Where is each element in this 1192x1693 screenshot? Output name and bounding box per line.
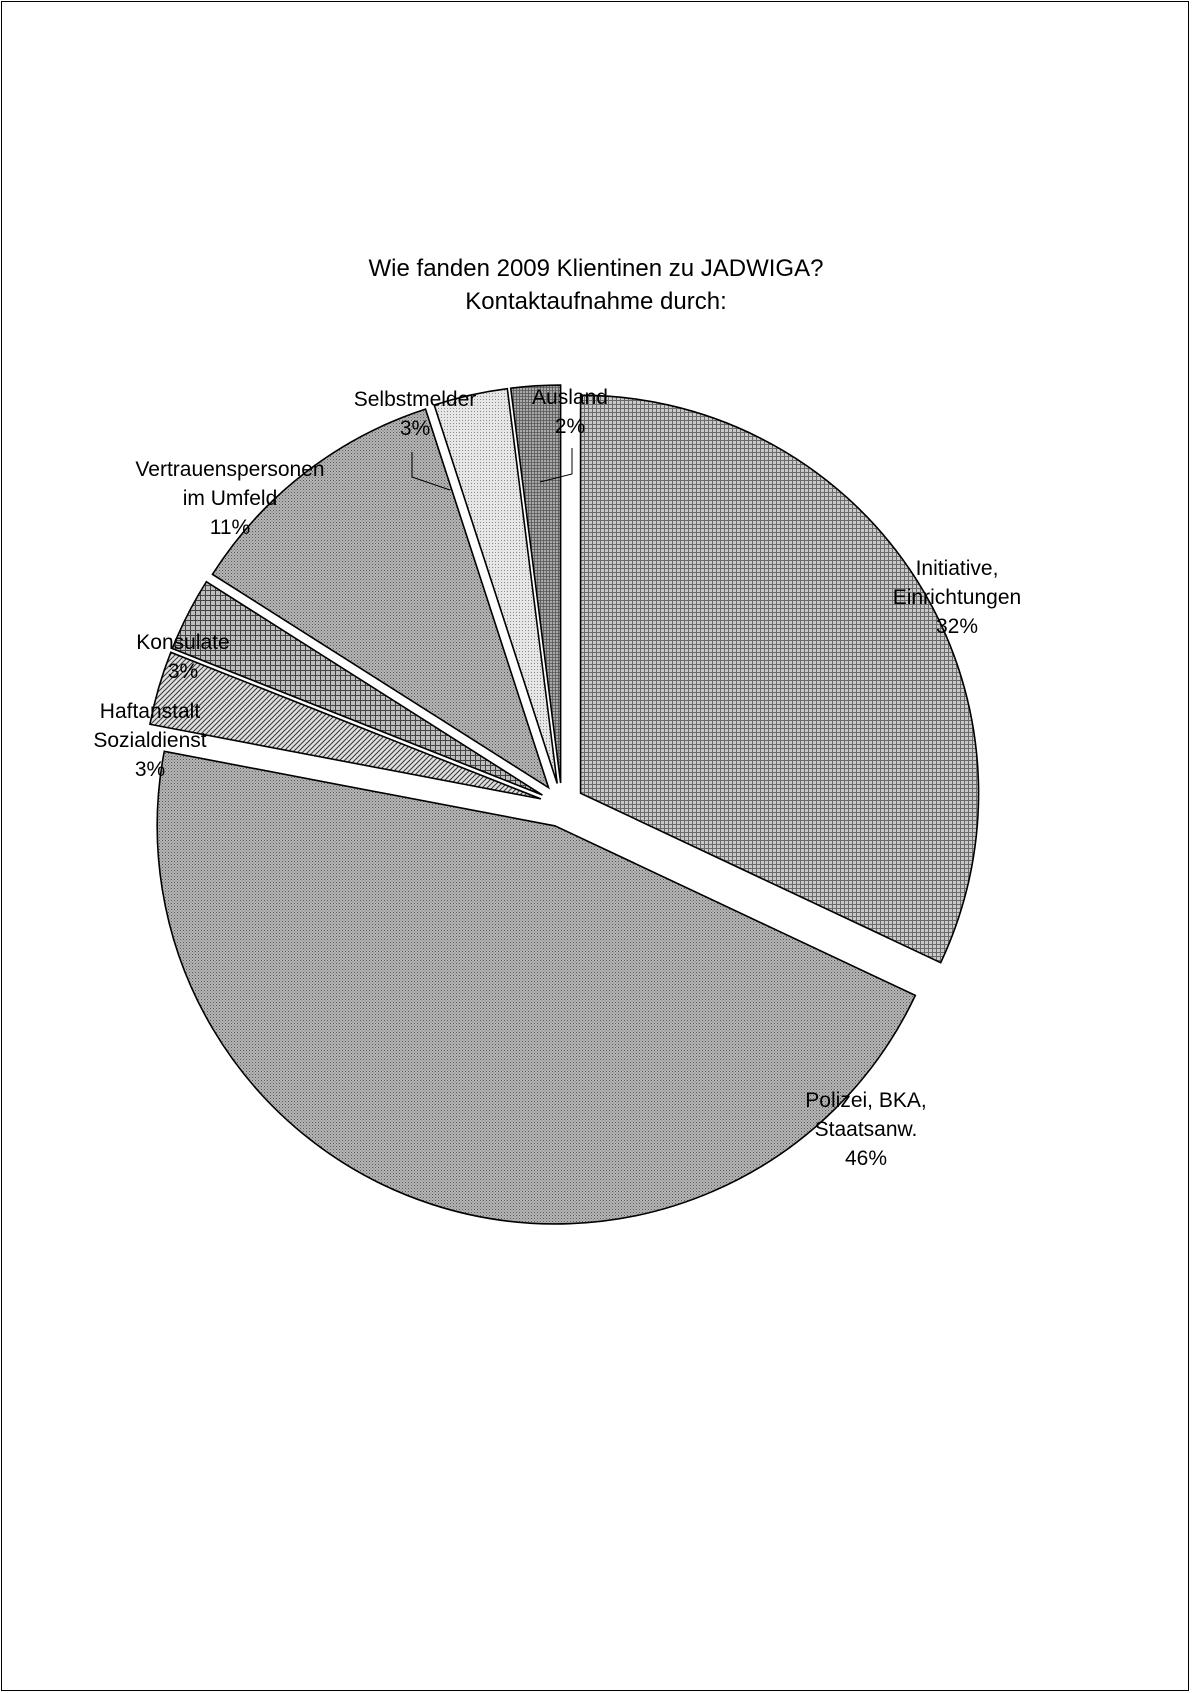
slice-label: Vertrauenspersonen im Umfeld 11% bbox=[135, 458, 324, 539]
leader-line bbox=[539, 448, 573, 483]
slice-label: Initiative, Einrichtungen 32% bbox=[893, 557, 1021, 638]
leader-line bbox=[411, 452, 451, 491]
pie-slice bbox=[148, 651, 542, 800]
pie-labels: Initiative, Einrichtungen 32% Polizei, BKA,… bbox=[93, 386, 1021, 1170]
pie-slices bbox=[148, 384, 980, 1225]
slice-label: Haftanstalt Sozialdienst 3% bbox=[93, 700, 206, 781]
chart-title-line2: Kontaktaufnahme durch: bbox=[465, 288, 727, 315]
chart-title-line1: Wie fanden 2009 Klientinen zu JADWIGA? bbox=[368, 255, 824, 282]
slice-label: Konsulate 3% bbox=[136, 631, 229, 683]
slice-label: Selbstmelder 3% bbox=[354, 388, 477, 440]
pie-slice bbox=[509, 384, 562, 784]
pie-slice bbox=[579, 394, 980, 964]
slice-label: Polizei, BKA, Staatsanw. 46% bbox=[805, 1089, 926, 1170]
pie-slice bbox=[211, 408, 550, 790]
pie-slice bbox=[156, 750, 917, 1225]
pie-slice bbox=[433, 387, 558, 784]
pie-slice bbox=[171, 580, 543, 796]
slice-label: Ausland 2% bbox=[532, 386, 608, 438]
